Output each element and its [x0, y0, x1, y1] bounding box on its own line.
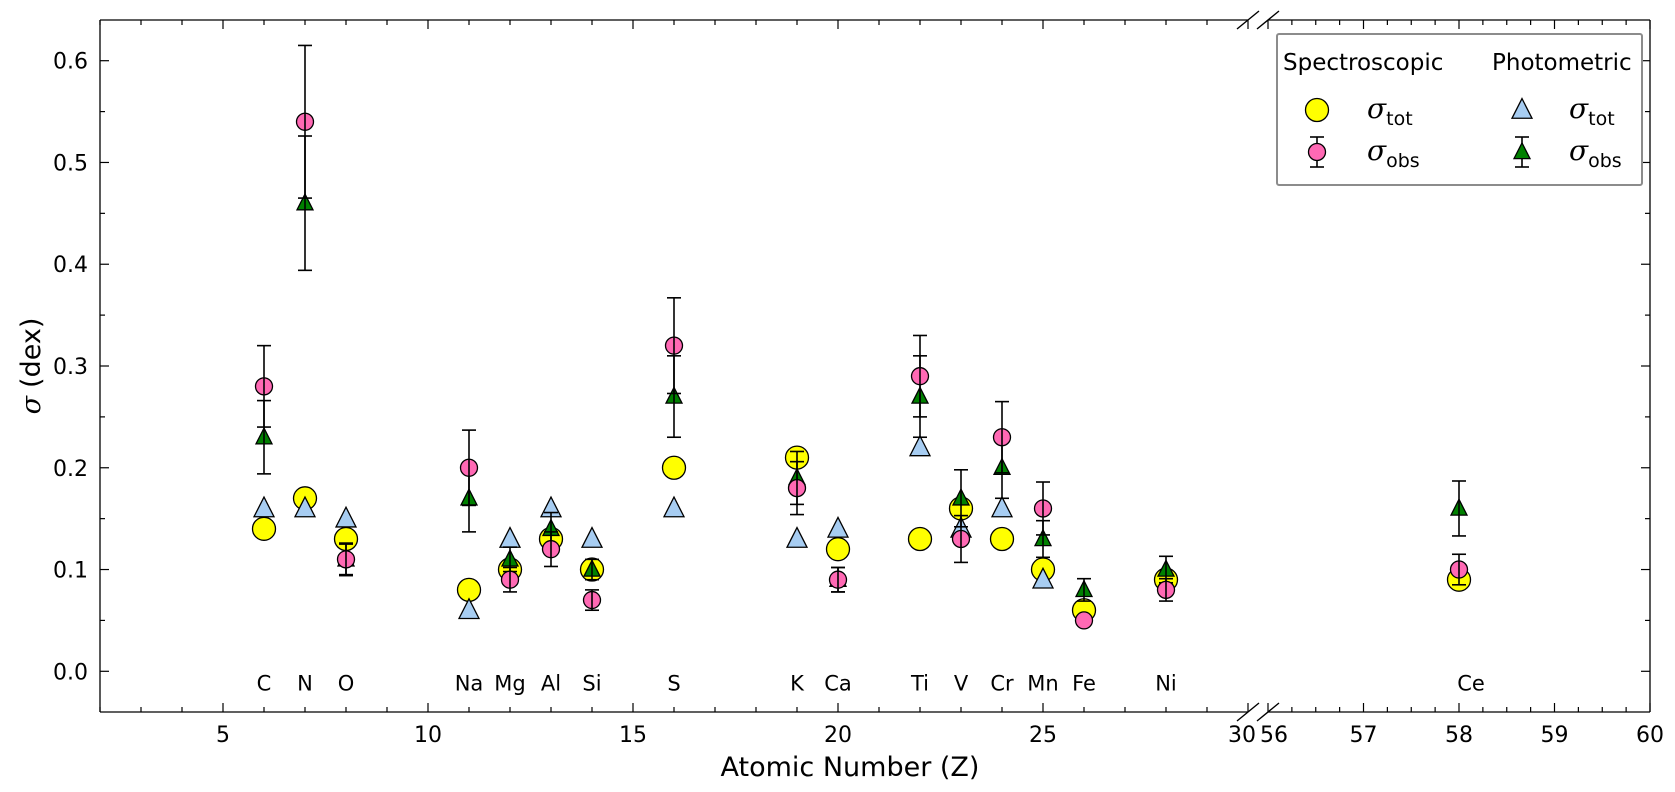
legend-symbol: σ	[1569, 92, 1589, 125]
element-label: Ce	[1457, 671, 1485, 695]
data-point	[1512, 141, 1532, 160]
legend-subscript: tot	[1588, 108, 1615, 130]
element-label: Si	[582, 671, 601, 695]
element-label: N	[297, 671, 313, 695]
element-label: Al	[541, 671, 561, 695]
legend-subscript: tot	[1386, 108, 1413, 130]
data-point	[1074, 611, 1094, 630]
legend-entry-label: σtot	[1569, 92, 1615, 130]
data-point	[498, 526, 522, 548]
data-point	[251, 516, 277, 541]
data-point	[334, 505, 358, 528]
x-tick-label: 60	[1636, 723, 1664, 748]
legend-symbol: σ	[1367, 134, 1387, 167]
element-label: Cr	[990, 671, 1014, 695]
data-point	[825, 537, 851, 562]
y-tick-label: 0.5	[53, 151, 88, 176]
data-point	[1510, 97, 1534, 119]
legend-entry-label: σobs	[1367, 134, 1420, 172]
element-label: C	[257, 671, 272, 695]
x-tick-label: 15	[619, 723, 647, 748]
x-tick-label: 58	[1445, 723, 1473, 748]
legend-symbol: σ	[1367, 92, 1387, 125]
data-point	[457, 597, 481, 620]
legend-subscript: obs	[1588, 150, 1622, 172]
series-spectroscopic-tot-circle	[251, 445, 1472, 623]
plot-area	[251, 44, 1472, 630]
x-tick-label: 56	[1260, 723, 1288, 748]
element-label: O	[338, 671, 355, 695]
data-point	[252, 495, 276, 518]
data-point	[1031, 566, 1055, 589]
series-photometric-tot-triangle	[252, 434, 1055, 620]
series-photometric-obs-triangle	[254, 135, 1469, 602]
series-spectroscopic-obs-circle	[254, 44, 1469, 630]
element-label: Na	[455, 671, 484, 695]
y-tick-label: 0.1	[53, 559, 88, 584]
data-point	[1304, 97, 1330, 123]
data-point	[1307, 142, 1327, 162]
legend-symbol: σ	[1569, 134, 1589, 167]
legend-group-title: Photometric	[1492, 50, 1632, 76]
axis-titles: Atomic Number (Z) σ (dex)	[16, 318, 979, 783]
y-tick-label: 0.0	[53, 660, 88, 685]
legend-entry-label: σobs	[1569, 134, 1622, 172]
legend-entry	[1512, 136, 1532, 168]
x-tick-label: 25	[1029, 723, 1057, 748]
data-point	[989, 526, 1015, 552]
x-tick-label: 57	[1350, 723, 1378, 748]
element-label: K	[790, 671, 805, 695]
element-label: Ca	[824, 671, 852, 695]
x-tick-label: 5	[216, 723, 230, 748]
y-tick-label: 0.2	[53, 457, 88, 482]
legend-subscript: obs	[1386, 150, 1420, 172]
data-point	[580, 526, 604, 548]
x-tick-label: 30	[1228, 723, 1256, 748]
legend-box	[1276, 33, 1643, 186]
y-axis-symbol: σ	[16, 394, 47, 414]
element-label: Mn	[1027, 671, 1058, 695]
legend-entry	[1304, 97, 1330, 123]
data-point	[785, 526, 809, 548]
y-axis-title: σ (dex)	[16, 318, 47, 415]
legend-entry	[1510, 97, 1534, 119]
data-point	[662, 495, 686, 518]
data-point	[661, 455, 687, 480]
element-label: S	[667, 671, 680, 695]
y-tick-label: 0.3	[53, 355, 88, 380]
element-label: Ti	[910, 671, 929, 695]
axes: 0.0 0.1 0.2 0.3 0.4 0.5 0.6 5 10 15 20 25 30 56 57 58 59…	[53, 10, 1664, 748]
legend-entry-label: σtot	[1367, 92, 1413, 130]
element-label: Ni	[1155, 671, 1177, 695]
legend-entry	[1307, 136, 1327, 168]
data-point	[908, 434, 932, 457]
data-point	[826, 515, 850, 538]
y-tick-label: 0.4	[53, 253, 88, 278]
x-tick-label: 59	[1541, 723, 1569, 748]
data-point	[907, 526, 933, 552]
element-label: V	[954, 671, 969, 695]
legend-group-title: Spectroscopic	[1283, 50, 1443, 76]
y-axis-unit: (dex)	[16, 318, 47, 388]
element-label: Fe	[1072, 671, 1096, 695]
x-tick-label: 20	[824, 723, 852, 748]
x-tick-label: 10	[414, 723, 442, 748]
element-label: Mg	[494, 671, 525, 695]
data-point	[990, 495, 1014, 518]
x-axis-title: Atomic Number (Z)	[721, 752, 980, 783]
y-tick-label: 0.6	[53, 50, 88, 75]
data-point	[293, 495, 317, 518]
